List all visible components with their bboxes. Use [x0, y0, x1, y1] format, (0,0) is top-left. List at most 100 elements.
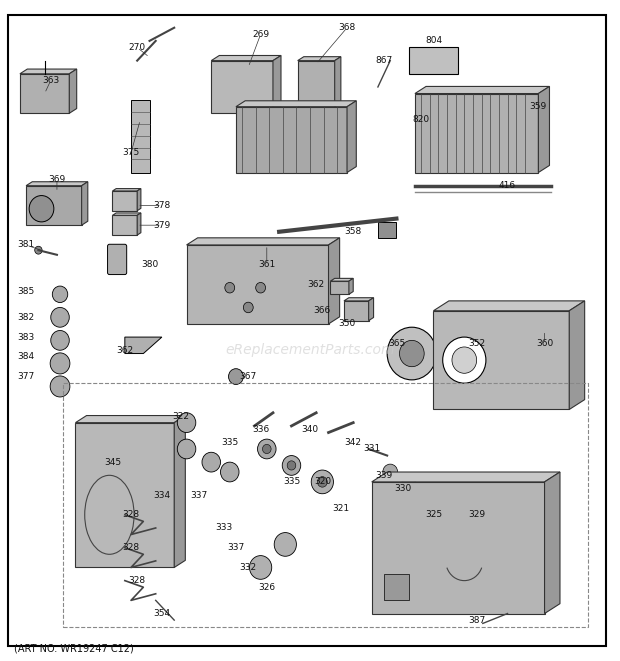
Circle shape: [383, 464, 397, 480]
Text: 820: 820: [412, 116, 430, 124]
Polygon shape: [298, 57, 341, 61]
Polygon shape: [187, 245, 329, 324]
Text: 354: 354: [153, 609, 170, 618]
Polygon shape: [344, 297, 374, 301]
Text: 326: 326: [259, 583, 275, 592]
Circle shape: [249, 556, 272, 579]
Polygon shape: [335, 57, 341, 106]
Text: 320: 320: [314, 477, 331, 486]
Polygon shape: [273, 56, 281, 113]
Polygon shape: [112, 213, 141, 215]
Circle shape: [274, 533, 296, 557]
Polygon shape: [236, 106, 347, 173]
Circle shape: [177, 439, 196, 459]
Text: 325: 325: [425, 510, 442, 520]
Circle shape: [443, 337, 486, 383]
Polygon shape: [112, 188, 141, 191]
Circle shape: [452, 347, 477, 373]
Text: 321: 321: [332, 504, 350, 513]
Circle shape: [202, 452, 221, 472]
Text: 384: 384: [17, 352, 35, 362]
Text: 363: 363: [42, 76, 60, 85]
Circle shape: [317, 477, 327, 487]
Bar: [446, 502, 458, 528]
Text: 333: 333: [215, 524, 232, 533]
Text: 365: 365: [388, 339, 405, 348]
Text: 329: 329: [468, 510, 485, 520]
Circle shape: [399, 479, 418, 498]
Polygon shape: [211, 56, 281, 61]
Text: 377: 377: [17, 372, 35, 381]
Polygon shape: [415, 94, 538, 173]
Circle shape: [51, 330, 69, 350]
Polygon shape: [349, 278, 353, 294]
Circle shape: [229, 369, 243, 385]
Circle shape: [399, 340, 424, 367]
Polygon shape: [187, 238, 340, 245]
Text: 345: 345: [104, 457, 121, 467]
Polygon shape: [409, 48, 458, 74]
Text: 270: 270: [128, 43, 146, 52]
Text: 342: 342: [345, 438, 361, 447]
Polygon shape: [330, 281, 349, 294]
Text: 339: 339: [376, 471, 392, 480]
Circle shape: [177, 412, 196, 432]
Polygon shape: [125, 337, 162, 354]
Polygon shape: [112, 215, 137, 235]
Polygon shape: [544, 472, 560, 613]
Text: (ART NO. WR19247 C12): (ART NO. WR19247 C12): [14, 643, 133, 653]
Text: 328: 328: [122, 510, 140, 520]
Text: 379: 379: [153, 221, 170, 229]
Text: 361: 361: [258, 260, 275, 269]
Text: 378: 378: [153, 201, 170, 210]
Polygon shape: [76, 422, 174, 567]
Polygon shape: [372, 482, 544, 613]
FancyBboxPatch shape: [107, 245, 126, 274]
Text: 369: 369: [48, 175, 66, 184]
Text: 328: 328: [128, 576, 146, 585]
Circle shape: [387, 327, 436, 380]
Polygon shape: [112, 191, 137, 211]
Polygon shape: [26, 182, 88, 186]
Circle shape: [287, 461, 296, 470]
Polygon shape: [372, 472, 560, 482]
Text: 269: 269: [252, 30, 269, 39]
Polygon shape: [330, 278, 353, 281]
Text: eReplacementParts.com: eReplacementParts.com: [225, 343, 395, 357]
Text: 335: 335: [283, 477, 300, 486]
Text: 382: 382: [17, 313, 35, 322]
Polygon shape: [344, 301, 369, 321]
Text: 366: 366: [314, 306, 331, 315]
Polygon shape: [236, 100, 356, 106]
Circle shape: [50, 376, 70, 397]
Text: 362: 362: [308, 280, 325, 289]
Polygon shape: [433, 311, 569, 409]
Text: 334: 334: [153, 490, 170, 500]
Text: 336: 336: [252, 425, 269, 434]
Text: 350: 350: [339, 319, 356, 329]
Polygon shape: [20, 74, 69, 113]
Polygon shape: [26, 186, 82, 225]
Text: 416: 416: [499, 181, 516, 190]
Text: 383: 383: [17, 332, 35, 342]
Polygon shape: [131, 100, 149, 173]
Polygon shape: [174, 416, 185, 567]
Text: 387: 387: [468, 615, 485, 625]
Polygon shape: [415, 87, 549, 94]
Circle shape: [257, 439, 276, 459]
Polygon shape: [76, 416, 185, 422]
Text: 804: 804: [425, 36, 442, 46]
Circle shape: [255, 282, 265, 293]
Text: 330: 330: [394, 484, 411, 493]
Polygon shape: [329, 238, 340, 324]
Text: 380: 380: [141, 260, 158, 269]
Text: 337: 337: [190, 490, 208, 500]
Circle shape: [262, 444, 271, 453]
Polygon shape: [298, 61, 335, 106]
Text: 368: 368: [339, 23, 356, 32]
Text: 381: 381: [17, 241, 35, 249]
Text: 362: 362: [117, 346, 133, 355]
Polygon shape: [433, 301, 585, 311]
Circle shape: [282, 455, 301, 475]
Text: 359: 359: [529, 102, 547, 111]
